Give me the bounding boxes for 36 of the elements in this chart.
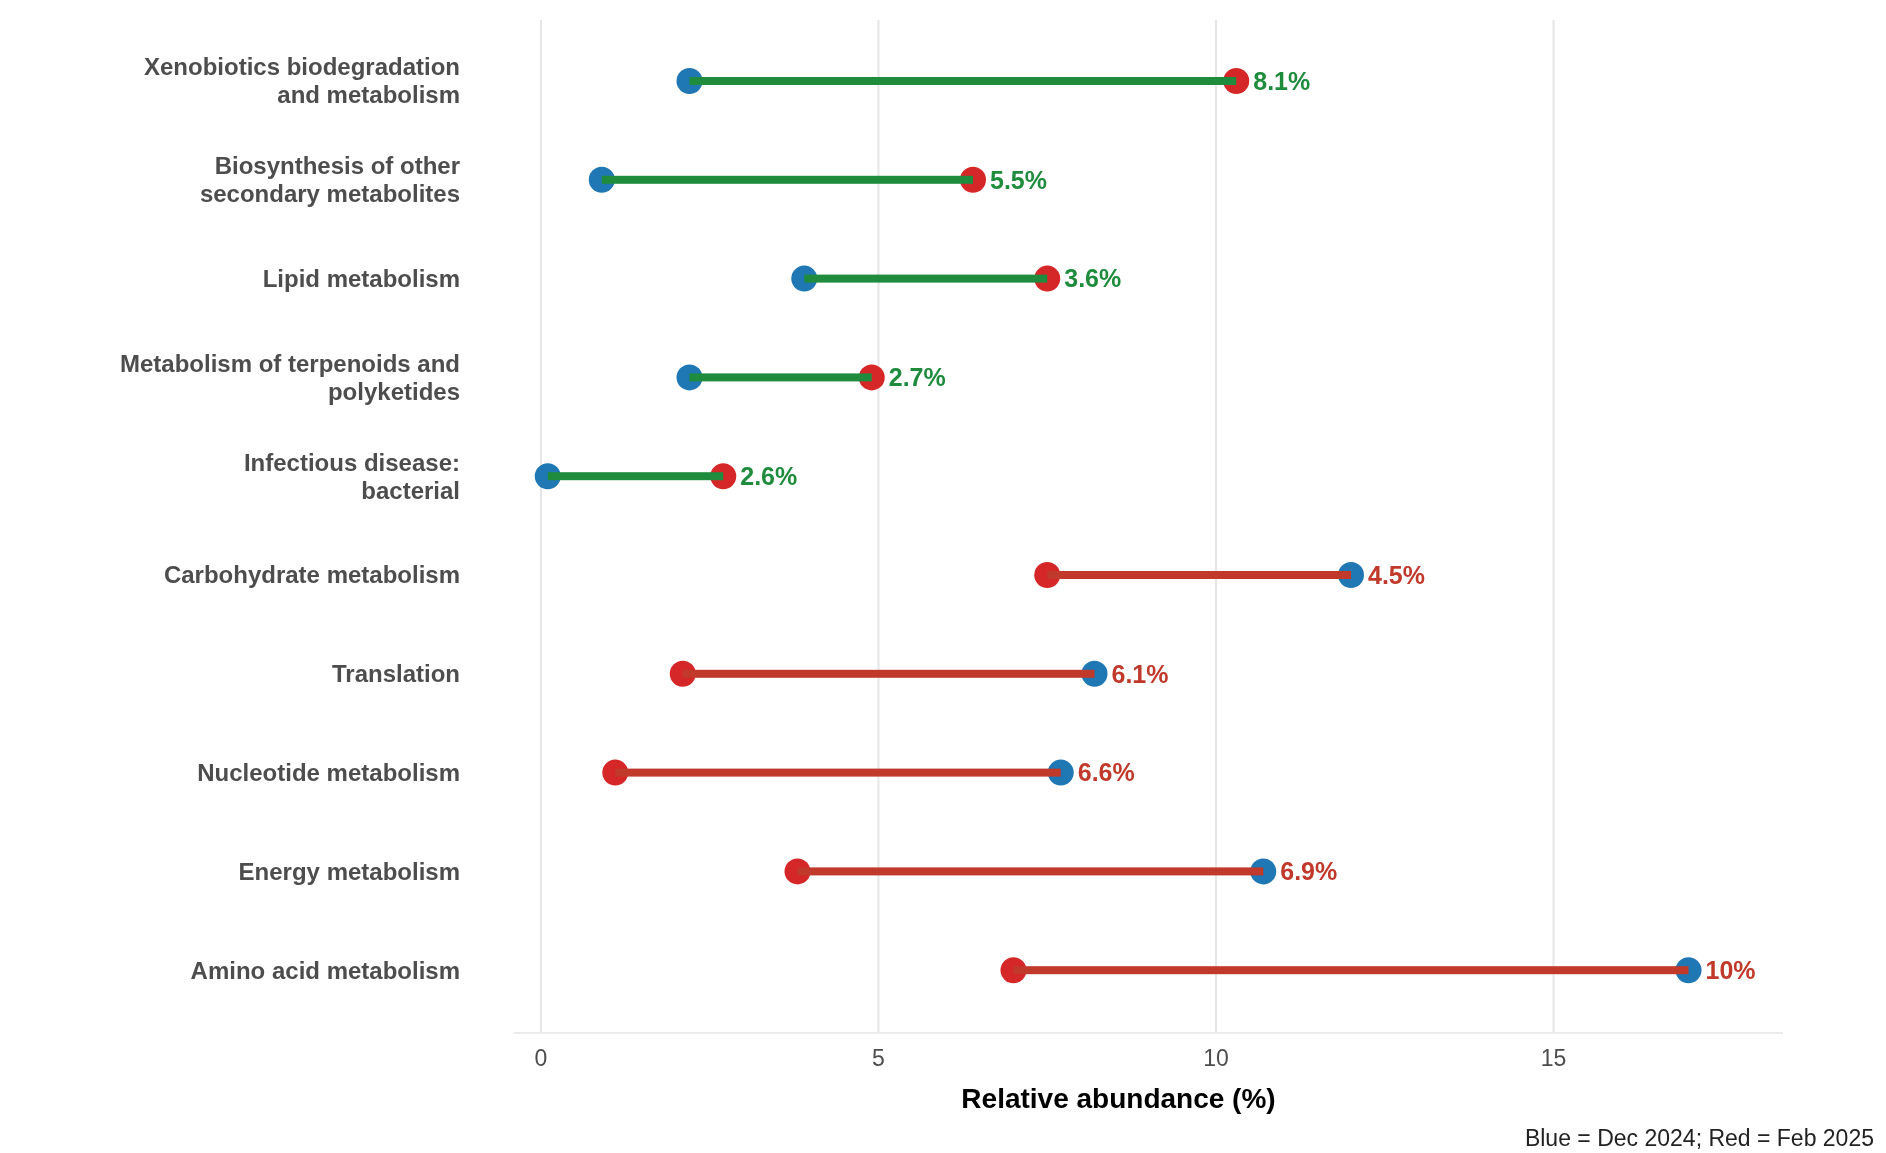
y-tick-label: Lipid metabolism <box>262 265 460 292</box>
data-label: 5.5% <box>990 165 1047 194</box>
y-tick-label: Metabolism of terpenoids and polyketides <box>119 349 460 405</box>
y-tick-label: Carbohydrate metabolism <box>163 561 460 589</box>
y-tick-label: Infectious disease: bacterial <box>243 448 460 504</box>
data-label: 8.1% <box>1253 66 1311 95</box>
data-label: 6.9% <box>1280 857 1338 886</box>
data-label: 3.6% <box>1064 264 1122 293</box>
y-tick-label: Xenobiotics biodegradation and metabolism <box>143 53 460 109</box>
data-label: 2.6% <box>740 461 798 490</box>
bar <box>689 373 872 382</box>
bar <box>547 472 724 481</box>
bar <box>601 175 973 184</box>
bar <box>682 669 1095 678</box>
bar <box>689 77 1237 85</box>
x-tick-label: 5 <box>872 1045 885 1072</box>
bar <box>804 274 1048 283</box>
bar <box>615 768 1061 777</box>
x-tick-label: 15 <box>1540 1045 1567 1072</box>
data-label: 6.1% <box>1111 659 1169 688</box>
data-label: 10% <box>1705 955 1756 984</box>
bar <box>797 867 1264 876</box>
y-tick-label: Biosynthesis of other secondary metabolites <box>199 152 460 208</box>
y-tick-label: Amino acid metabolism <box>190 956 460 984</box>
x-axis-title: Relative abundance (%) <box>961 1082 1276 1114</box>
x-tick-label: 10 <box>1203 1045 1229 1072</box>
data-label: 2.7% <box>888 363 946 392</box>
y-tick-label: Energy metabolism <box>238 857 460 885</box>
y-tick-label: Nucleotide metabolism <box>197 759 460 786</box>
data-label: 6.6% <box>1077 758 1135 787</box>
x-tick-label: 0 <box>534 1045 548 1072</box>
text: Blue = Dec 2024; Red = Feb 2025 <box>1524 1125 1874 1151</box>
y-tick-label: Translation <box>331 660 460 688</box>
bar <box>1047 571 1351 579</box>
bar <box>1013 966 1689 975</box>
data-label: 4.5% <box>1368 560 1425 589</box>
